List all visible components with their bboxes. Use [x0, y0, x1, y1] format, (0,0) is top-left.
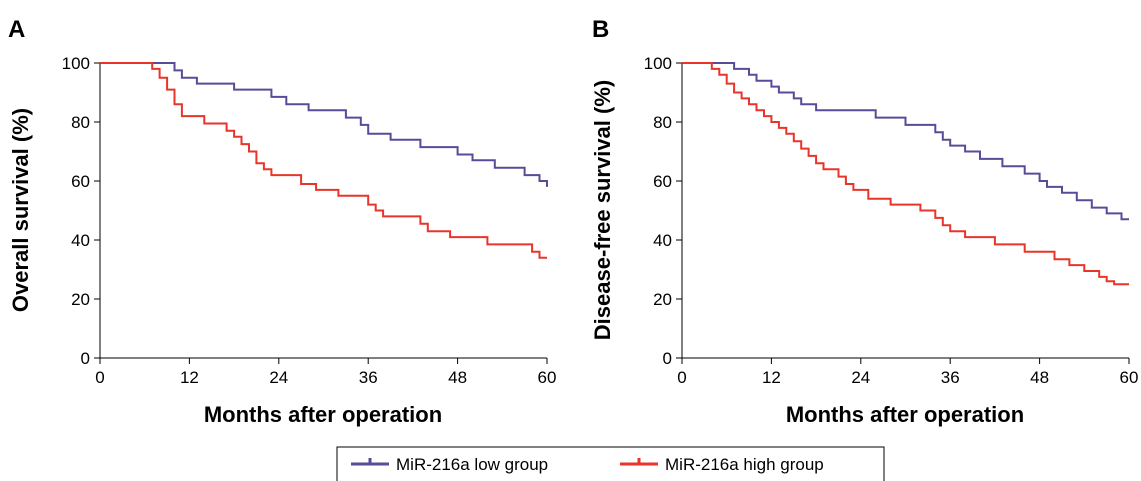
panel-a-x-tick-label: 48 [448, 368, 467, 387]
panel-b-x-tick-label: 36 [941, 368, 960, 387]
panel-a-x-tick-label: 36 [359, 368, 378, 387]
panel-a: A 0 20 40 60 80 100 0 12 24 36 48 60 Months after o… [8, 16, 556, 427]
panel-a-x-tick-label: 24 [269, 368, 288, 387]
panel-a-x-tick-label: 0 [95, 368, 104, 387]
panel-b-x-tick-label: 12 [762, 368, 781, 387]
panel-b-x-tick-label: 60 [1120, 368, 1139, 387]
panel-a-letter: A [8, 16, 25, 43]
panel-b-series-high-curve [682, 63, 1129, 284]
panel-b-x-tick-label: 0 [677, 368, 686, 387]
legend-label-high: MiR-216a high group [665, 455, 824, 474]
panel-a-x-tick-label: 60 [538, 368, 557, 387]
panel-b-x-tick-label: 24 [851, 368, 870, 387]
legend-swatch-low [351, 458, 389, 464]
panel-a-y-tick-label: 20 [71, 290, 90, 309]
panel-a-y-tick-label: 40 [71, 231, 90, 250]
panel-a-y-axis-title: Overall survival (%) [8, 108, 33, 312]
legend-swatch-high [620, 458, 658, 464]
panel-a-x-axis-title: Months after operation [204, 402, 442, 427]
legend-item-high: MiR-216a high group [620, 455, 824, 474]
panel-a-x-tick-label: 12 [180, 368, 199, 387]
panel-b-x-tick-label: 48 [1030, 368, 1049, 387]
panel-b-plot-area: 0 20 40 60 80 100 0 12 24 36 48 60 [644, 54, 1139, 387]
panel-a-y-tick-label: 60 [71, 172, 90, 191]
panel-a-y-tick-label: 100 [62, 54, 90, 73]
panel-a-y-tick-label: 80 [71, 113, 90, 132]
panel-b-y-tick-label: 40 [653, 231, 672, 250]
legend: MiR-216a low group MiR-216a high group [337, 447, 884, 481]
panel-b-series-low-curve [682, 63, 1129, 219]
legend-item-low: MiR-216a low group [351, 455, 548, 474]
panel-b-y-tick-label: 80 [653, 113, 672, 132]
panel-b-y-tick-label: 0 [663, 349, 672, 368]
panel-b-y-tick-label: 20 [653, 290, 672, 309]
panel-b-x-axis-title: Months after operation [786, 402, 1024, 427]
panel-b-y-tick-label: 60 [653, 172, 672, 191]
panel-b-letter: B [592, 16, 609, 43]
panel-b: B 0 20 40 60 80 100 0 12 24 36 48 60 Months after o… [590, 16, 1138, 427]
panel-b-y-tick-label: 100 [644, 54, 672, 73]
panel-b-y-axis-title: Disease-free survival (%) [590, 80, 615, 340]
panel-a-plot-area: 0 20 40 60 80 100 0 12 24 36 48 60 [62, 54, 557, 387]
legend-label-low: MiR-216a low group [396, 455, 548, 474]
panel-a-y-tick-label: 0 [81, 349, 90, 368]
